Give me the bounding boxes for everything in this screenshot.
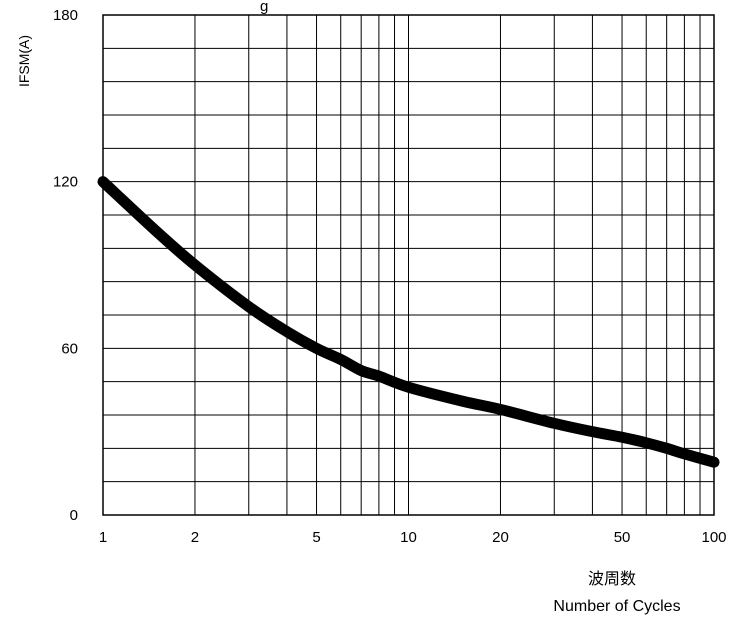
x-axis-label-chinese: 波周数 bbox=[588, 569, 636, 588]
surge-current-curve bbox=[97, 176, 720, 468]
y-tick-label: 60 bbox=[61, 340, 78, 357]
x-tick-label: 50 bbox=[614, 529, 631, 546]
x-tick-label: 5 bbox=[312, 529, 320, 546]
y-tick-label: 0 bbox=[70, 507, 78, 524]
x-tick-label: 20 bbox=[492, 529, 509, 546]
x-tick-label: 2 bbox=[191, 529, 199, 546]
y-tick-label: 120 bbox=[53, 174, 78, 191]
x-tick-label: 10 bbox=[400, 529, 417, 546]
y-tick-labels: 0 60 120 180 bbox=[53, 7, 78, 524]
x-tick-label: 100 bbox=[701, 529, 726, 546]
y-axis-label: IFSM(A) bbox=[16, 35, 32, 87]
grid bbox=[103, 15, 714, 515]
curve-layer bbox=[97, 176, 720, 468]
y-tick-label: 180 bbox=[53, 7, 78, 24]
x-axis-label: Number of Cycles bbox=[553, 598, 680, 615]
plot-frame bbox=[102, 14, 715, 516]
x-tick-label: 1 bbox=[99, 529, 107, 546]
chart-title: g bbox=[260, 0, 268, 15]
x-tick-labels: 1 2 5 10 20 50 100 bbox=[99, 529, 727, 546]
